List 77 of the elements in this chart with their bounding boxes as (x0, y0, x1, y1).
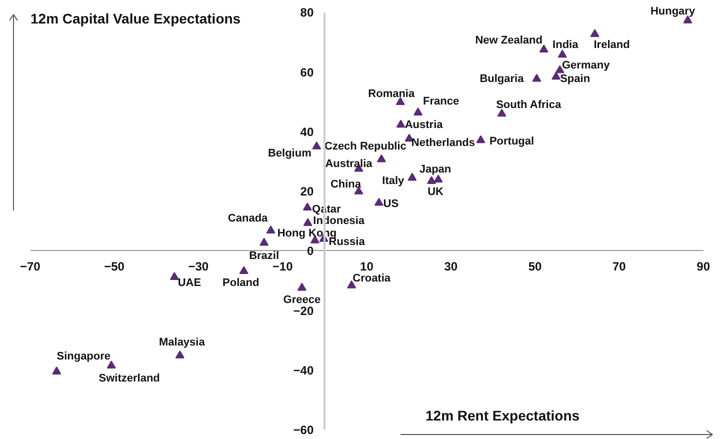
point (427, 176, 436, 184)
annotation: Brazil (249, 250, 280, 262)
point (497, 108, 506, 117)
point (266, 226, 276, 234)
annotation: China (330, 178, 362, 191)
y-tick-label: −40 (293, 363, 314, 378)
annotation: Austria (404, 118, 444, 131)
annotation: South Africa (496, 98, 562, 111)
point (408, 172, 417, 181)
annotation: Australia (325, 158, 374, 170)
y-tick-label: 40 (300, 124, 314, 139)
annotation: UK (428, 186, 444, 198)
x-tick-label: −10 (272, 260, 294, 274)
annotation: Belgium (268, 148, 312, 160)
point (106, 360, 116, 369)
point (175, 350, 184, 358)
point (302, 202, 312, 211)
point (552, 72, 561, 80)
x-tick-label: −30 (188, 260, 209, 274)
x-tick-label: 10 (360, 260, 374, 274)
annotation: New Zealand (475, 34, 542, 47)
point (303, 218, 312, 226)
point (434, 174, 443, 183)
y-tick-label: 0 (306, 244, 314, 258)
annotation: UAE (178, 277, 202, 290)
point (312, 141, 322, 150)
point (52, 366, 62, 374)
point (396, 120, 406, 128)
y-tick-label: 20 (300, 184, 314, 199)
x-tick-label: 70 (612, 260, 626, 274)
annotation: India (552, 38, 580, 51)
y-axis-title: 12m Capital Value Expectations (30, 10, 241, 26)
annotation: Ireland (594, 39, 630, 52)
point (539, 44, 548, 53)
annotation: Italy (382, 174, 406, 187)
point (414, 108, 423, 116)
annotation: Hungary (650, 6, 696, 18)
y-tick-label: −20 (293, 304, 314, 318)
annotation: Czech Republic (324, 140, 406, 152)
annotation: Greece (283, 294, 321, 306)
annotation: Japan (419, 164, 452, 176)
annotation: Canada (228, 212, 269, 225)
x-tick-label: 30 (444, 260, 458, 274)
annotation: Malaysia (158, 336, 206, 349)
x-tick-label: −50 (104, 260, 125, 274)
point (297, 282, 306, 291)
x-tick-label: −70 (20, 260, 41, 274)
point (396, 97, 405, 106)
x-tick-label: 90 (696, 260, 710, 274)
annotation: France (423, 96, 460, 108)
annotation: Netherlands (411, 136, 476, 149)
point (239, 266, 248, 274)
x-axis-title: 12m Rent Expectations (426, 408, 580, 424)
y-tick-label: 80 (300, 6, 314, 20)
point (590, 29, 600, 38)
annotation: US (383, 198, 399, 210)
annotation: Poland (222, 277, 260, 290)
point (558, 50, 567, 58)
annotation: Russia (328, 236, 366, 248)
annotation: Romania (368, 88, 416, 100)
annotation: Switzerland (98, 372, 160, 385)
point (376, 154, 386, 162)
annotation: Croatia (352, 272, 392, 285)
point (532, 74, 542, 82)
y-tick-label: −60 (293, 422, 314, 437)
point (347, 280, 356, 288)
annotation: Germany (562, 59, 611, 72)
annotation: Bulgaria (480, 72, 525, 85)
annotation: Spain (560, 72, 590, 85)
x-tick-label: 50 (528, 260, 542, 274)
annotation: Singapore (56, 350, 111, 363)
y-tick-label: 60 (300, 65, 314, 80)
point (374, 198, 384, 206)
point (170, 272, 179, 280)
annotation: Portugal (489, 135, 534, 148)
point (260, 238, 269, 246)
point (476, 135, 486, 144)
